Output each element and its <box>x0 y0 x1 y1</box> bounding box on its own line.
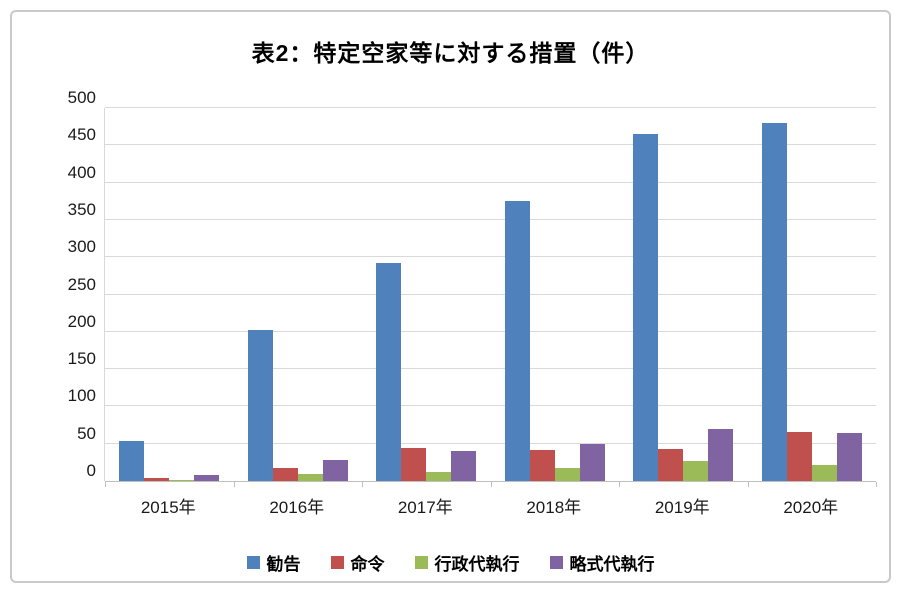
bar <box>761 122 787 481</box>
y-axis-tick-label: 200 <box>67 311 96 331</box>
bar <box>633 134 659 481</box>
x-axis-line <box>105 481 876 482</box>
bar <box>169 480 195 481</box>
legend-label: 略式代執行 <box>569 555 655 574</box>
y-axis-tick-label: 300 <box>67 237 96 257</box>
x-axis-tick <box>233 482 235 487</box>
bar <box>272 468 298 481</box>
bar-group <box>491 108 620 481</box>
legend-swatch <box>246 556 260 569</box>
bar-group <box>362 108 491 481</box>
gridline <box>105 405 876 407</box>
x-axis-tick <box>362 482 363 487</box>
bar <box>683 460 709 481</box>
gridline <box>105 256 876 258</box>
y-axis-tick-label: 400 <box>67 162 96 182</box>
legend-swatch <box>330 556 344 569</box>
bar <box>786 431 812 481</box>
bar <box>579 444 605 481</box>
gridline <box>105 107 876 108</box>
y-axis-tick-label: 250 <box>67 274 96 294</box>
bar <box>554 467 580 481</box>
bar <box>144 478 170 481</box>
y-axis-tick-label: 0 <box>86 461 96 480</box>
x-axis-tick <box>490 482 492 487</box>
x-axis-label: 2019年 <box>654 498 710 517</box>
bar <box>658 448 684 481</box>
gridline <box>105 144 876 146</box>
legend-swatch <box>414 556 428 569</box>
legend-item: 勧告 <box>246 550 301 575</box>
x-axis: 2015年 2016年 2017年 2018年 2019年 2020年 <box>104 493 875 519</box>
chart-title: 表2：特定空家等に対する措置（件） <box>251 40 650 66</box>
gridline <box>105 293 876 295</box>
y-axis-tick-label: 100 <box>67 386 96 406</box>
x-axis-tick <box>105 482 106 487</box>
y-axis-tick-label: 450 <box>67 125 96 145</box>
bar <box>376 263 402 481</box>
bar <box>426 472 452 481</box>
gridline <box>105 368 876 370</box>
bar <box>119 440 145 481</box>
gridline <box>105 442 876 444</box>
x-axis-tick <box>876 482 877 487</box>
bar <box>451 451 477 481</box>
bar <box>529 449 555 481</box>
y-axis-tick-label: 350 <box>67 199 96 219</box>
bar <box>297 473 323 481</box>
x-axis-label: 2017年 <box>397 498 453 517</box>
x-axis-tick <box>619 482 620 487</box>
legend-label: 勧告 <box>266 555 301 574</box>
legend-label: 命令 <box>350 555 385 574</box>
bar <box>504 201 530 481</box>
bar-group <box>619 108 748 481</box>
y-axis: 0 50 100 150 200 250 300 350 400 450 500 <box>12 88 96 481</box>
legend-swatch <box>549 556 563 569</box>
bar <box>247 330 273 481</box>
gridline <box>105 218 876 220</box>
y-axis-tick-label: 150 <box>67 349 96 369</box>
gridline <box>105 330 876 332</box>
bar <box>322 460 348 481</box>
legend-item: 命令 <box>330 550 385 575</box>
legend: 勧告 命令 行政代執行 略式代執行 <box>12 550 889 575</box>
legend-item: 略式代執行 <box>549 550 655 575</box>
x-axis-label: 2020年 <box>783 498 839 517</box>
x-axis-label: 2016年 <box>269 498 325 517</box>
gridline <box>105 181 876 183</box>
bar <box>836 432 862 481</box>
bar <box>194 475 220 481</box>
bar <box>401 448 427 481</box>
y-axis-tick-label: 50 <box>77 423 96 443</box>
legend-label: 行政代執行 <box>434 555 520 574</box>
bar-group <box>105 108 234 481</box>
bar-group <box>748 108 877 481</box>
x-axis-label: 2015年 <box>140 498 196 517</box>
bar <box>811 464 837 481</box>
plot-area <box>104 107 877 487</box>
legend-item: 行政代執行 <box>414 550 520 575</box>
bar-group <box>234 108 363 481</box>
chart-frame: 表2：特定空家等に対する措置（件） 0 50 100 150 200 250 300 350 4… <box>10 10 891 583</box>
x-axis-tick <box>747 482 749 487</box>
x-axis-label: 2018年 <box>526 498 582 517</box>
bar <box>708 428 734 481</box>
y-axis-tick-label: 500 <box>67 88 96 107</box>
